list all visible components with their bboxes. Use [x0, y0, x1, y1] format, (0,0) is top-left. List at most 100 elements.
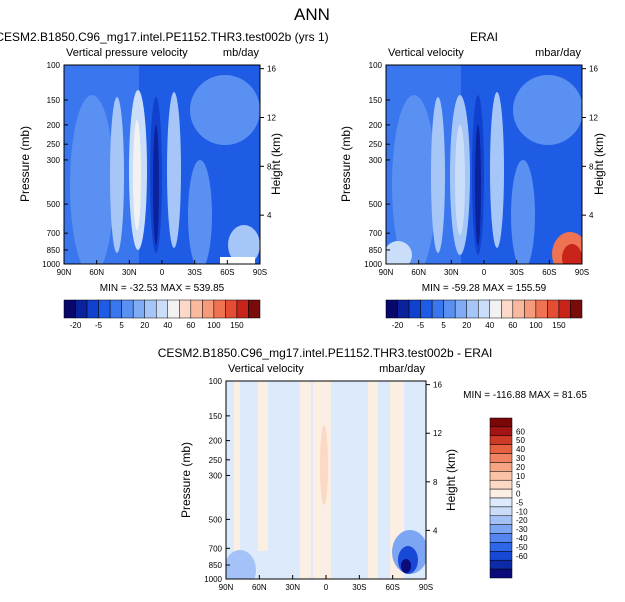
- latitude-tick-label: 90N: [57, 268, 72, 277]
- latitude-tick-label: 90S: [575, 268, 589, 277]
- pressure-tick-label: 1000: [204, 575, 222, 584]
- colorbar-swatch: [385, 299, 398, 319]
- colorbar-swatch: [489, 524, 513, 534]
- colorbar-label: 20: [462, 321, 471, 330]
- panel-obs-title: ERAI: [470, 30, 498, 44]
- panel-obs-band: [475, 125, 481, 245]
- panel-diff-field: [226, 381, 426, 579]
- colorbar-swatch: [443, 299, 456, 319]
- pressure-tick-label: 250: [209, 456, 223, 465]
- colorbar-swatch: [489, 542, 513, 552]
- panel-model-units: mb/day: [223, 47, 260, 59]
- latitude-tick-label: 90S: [253, 268, 267, 277]
- panel-model-field: [64, 65, 260, 264]
- panel-model-band: [70, 95, 114, 264]
- colorbar-label: 20: [140, 321, 149, 330]
- latitude-tick-label: 30S: [510, 268, 524, 277]
- panel-model-y2-axis: 16 12 8 4: [260, 65, 276, 220]
- latitude-tick-label: 60S: [386, 583, 400, 592]
- latitude-tick-label: 30S: [188, 268, 202, 277]
- panel-obs-stats: MIN = -59.28 MAX = 155.59: [422, 283, 547, 294]
- panel-model-band: [110, 97, 124, 253]
- panel-diff-band: [258, 381, 268, 551]
- colorbar-swatch: [121, 299, 134, 319]
- height-tick-label: 8: [433, 478, 438, 487]
- colorbar-label: -20: [392, 321, 404, 330]
- panel-obs-units: mbar/day: [535, 47, 581, 59]
- latitude-tick-label: 30N: [444, 268, 459, 277]
- height-tick-label: 8: [267, 162, 272, 171]
- colorbar-swatch: [489, 506, 513, 517]
- colorbar-label: 5: [119, 321, 124, 330]
- colorbar-swatch: [524, 299, 537, 319]
- colorbar-label: -20: [70, 321, 82, 330]
- pressure-tick-label: 300: [209, 471, 223, 480]
- pressure-tick-label: 850: [47, 246, 61, 255]
- colorbar-swatch: [213, 299, 226, 319]
- latitude-tick-label: 90N: [379, 268, 394, 277]
- latitude-tick-label: 0: [324, 583, 329, 592]
- colorbar-swatch: [547, 299, 560, 319]
- colorbar-label: 0: [516, 490, 521, 499]
- colorbar-label: 100: [529, 321, 543, 330]
- colorbar-swatch: [248, 299, 261, 319]
- colorbar-label: 40: [516, 445, 525, 454]
- colorbar-swatch: [489, 426, 513, 437]
- pressure-tick-label: 150: [369, 96, 383, 105]
- colorbar-swatch: [236, 299, 249, 319]
- colorbar-label: -40: [516, 534, 528, 543]
- colorbar-swatch: [144, 299, 157, 319]
- pressure-tick-label: 300: [369, 156, 383, 165]
- panel-model-band: [133, 120, 141, 230]
- colorbar-swatch: [489, 462, 513, 472]
- latitude-tick-label: 0: [482, 268, 487, 277]
- height-tick-label: 4: [433, 526, 438, 535]
- colorbar-label: 50: [516, 436, 525, 445]
- latitude-tick-label: 30N: [122, 268, 137, 277]
- panel-diff-variable: Vertical velocity: [228, 363, 304, 375]
- latitude-tick-label: 60N: [89, 268, 104, 277]
- panel-model-band: [228, 225, 260, 264]
- colorbar-swatch: [75, 299, 88, 319]
- colorbar-label: 20: [516, 463, 525, 472]
- panel-diff-stats: MIN = -116.88 MAX = 81.65: [463, 390, 587, 401]
- colorbar-swatch: [63, 299, 76, 319]
- panel-model-title: CESM2.B1850.C96_mg17.intel.PE1152.THR3.t…: [0, 30, 329, 44]
- panel-model: CESM2.B1850.C96_mg17.intel.PE1152.THR3.t…: [0, 30, 329, 330]
- colorbar-label: 60: [186, 321, 195, 330]
- colorbar-label: 150: [552, 321, 566, 330]
- figure-title: ANN: [294, 5, 330, 24]
- pressure-tick-label: 1000: [364, 260, 382, 269]
- colorbar-label: -5: [516, 498, 524, 507]
- pressure-tick-label: 100: [209, 377, 223, 386]
- colorbar-swatch: [489, 299, 502, 319]
- latitude-tick-label: 60N: [411, 268, 426, 277]
- pressure-tick-label: 300: [47, 156, 61, 165]
- pressure-tick-label: 100: [369, 61, 383, 70]
- colorbar-swatch: [397, 299, 410, 319]
- panel-model-y2label: Height (km): [269, 133, 283, 195]
- panel-obs-ylabel: Pressure (mb): [339, 126, 353, 202]
- panel-model-y-axis: 100 150 200 250 300 500 700 850 1000: [42, 61, 68, 269]
- panel-obs-band: [455, 125, 465, 235]
- panel-diff-band: [234, 381, 240, 579]
- pressure-tick-label: 850: [209, 561, 223, 570]
- pressure-tick-label: 500: [209, 515, 223, 524]
- latitude-tick-label: 60S: [542, 268, 556, 277]
- colorbar-label: 60: [508, 321, 517, 330]
- panel-obs: ERAI Vertical velocity mbar/day 100 150 20…: [339, 30, 606, 330]
- colorbar-swatch: [489, 568, 513, 579]
- panel-obs-field: [386, 65, 582, 264]
- panel-obs-y-axis: 100 150 200 250 300 500 700 850 1000: [364, 61, 390, 269]
- colorbar-swatch: [489, 435, 513, 445]
- colorbar-swatch: [489, 551, 513, 561]
- colorbar-label: 40: [485, 321, 494, 330]
- panel-diff-band: [226, 550, 256, 579]
- pressure-tick-label: 250: [369, 140, 383, 149]
- latitude-tick-label: 30N: [285, 583, 300, 592]
- colorbar-swatch: [408, 299, 421, 319]
- panel-diff-band: [320, 425, 328, 505]
- latitude-tick-label: 60N: [252, 583, 267, 592]
- pressure-tick-label: 250: [47, 140, 61, 149]
